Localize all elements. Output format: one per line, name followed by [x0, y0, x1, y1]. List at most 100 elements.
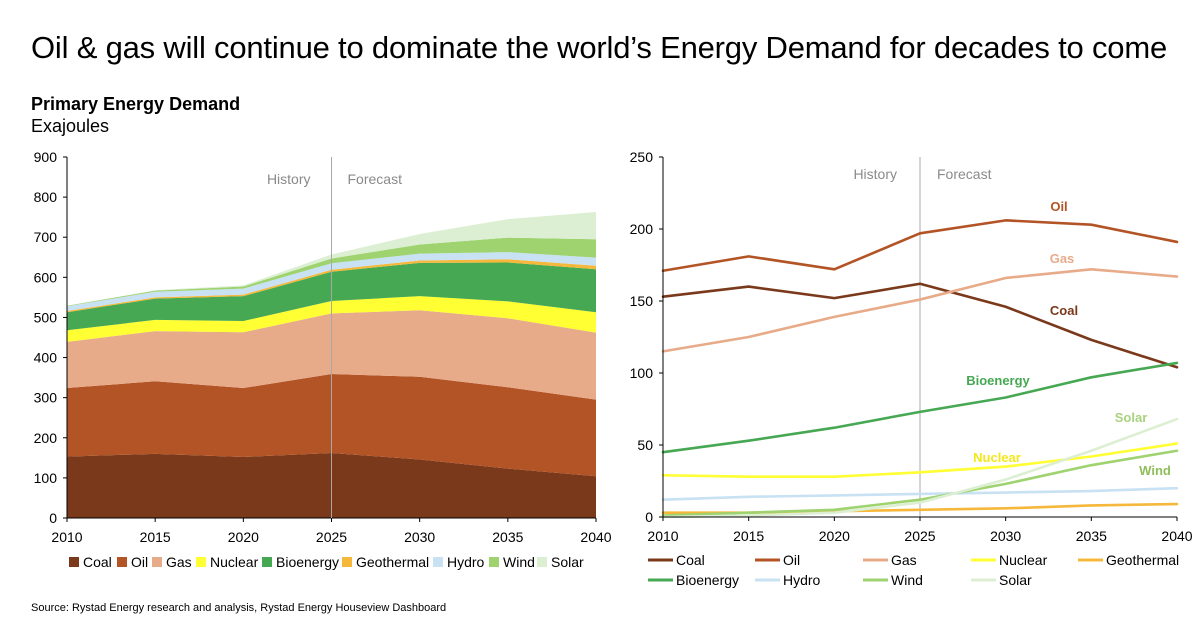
y-tick-label: 900: [34, 149, 58, 165]
chart-unit: Exajoules: [31, 116, 110, 136]
legend-item-nuclear: Nuclear: [196, 554, 259, 570]
line-coal: [661, 282, 1179, 369]
legend-label: Wind: [503, 554, 535, 570]
legend-label: Wind: [891, 572, 923, 588]
legend-swatch: [433, 557, 443, 567]
direct-label-bioenergy: Bioenergy: [966, 373, 1030, 388]
line-wind: [661, 449, 1179, 517]
legend-label: Hydro: [447, 554, 485, 570]
legend-item-gas: Gas: [863, 552, 917, 568]
direct-label-gas: Gas: [1050, 251, 1075, 266]
x-tick-label: 2040: [1161, 528, 1192, 544]
line-solar: [661, 417, 1179, 519]
legend-swatch: [117, 557, 127, 567]
legend-label: Hydro: [783, 572, 821, 588]
y-tick-label: 200: [34, 430, 58, 446]
legend-item-geothermal: Geothermal: [342, 554, 429, 570]
x-tick-label: 2010: [647, 528, 678, 544]
legend-label: Coal: [676, 552, 705, 568]
legend-item-hydro: Hydro: [755, 572, 821, 588]
x-tick-label: 2030: [404, 529, 435, 545]
legend-label: Coal: [83, 554, 112, 570]
line-nuclear: [661, 442, 1179, 478]
legend-item-wind: Wind: [863, 572, 923, 588]
legend-swatch: [69, 557, 79, 567]
direct-label-oil: Oil: [1050, 199, 1067, 214]
x-tick-label: 2010: [51, 529, 82, 545]
legend-item-bioenergy: Bioenergy: [648, 572, 739, 588]
legend-item-oil: Oil: [755, 552, 800, 568]
y-tick-label: 250: [630, 149, 654, 165]
legend-item-solar: Solar: [537, 554, 584, 570]
legend-item-geothermal: Geothermal: [1078, 552, 1179, 568]
legend-label: Geothermal: [356, 554, 429, 570]
area-solar: [67, 211, 596, 306]
legend-label: Oil: [783, 552, 800, 568]
line-hydro: [661, 486, 1179, 502]
legend-label: Bioenergy: [676, 572, 739, 588]
area-nuclear: [67, 296, 596, 342]
legend-item-nuclear: Nuclear: [971, 552, 1048, 568]
legend-item-hydro: Hydro: [433, 554, 485, 570]
legend-swatch: [262, 557, 272, 567]
x-tick-label: 2035: [1076, 528, 1107, 544]
x-tick-label: 2020: [819, 528, 850, 544]
legend-swatch: [489, 557, 499, 567]
y-tick-label: 700: [34, 229, 58, 245]
legend-label: Gas: [166, 554, 192, 570]
legend-item-wind: Wind: [489, 554, 535, 570]
legend-label: Solar: [551, 554, 584, 570]
x-tick-label: 2025: [316, 529, 347, 545]
line-bioenergy: [661, 361, 1179, 454]
x-tick-label: 2030: [990, 528, 1021, 544]
y-tick-label: 50: [637, 437, 653, 453]
legend-item-coal: Coal: [69, 554, 112, 570]
line-oil: [661, 219, 1179, 273]
legend-label: Oil: [131, 554, 148, 570]
x-tick-label: 2040: [580, 529, 611, 545]
legend-label: Solar: [999, 572, 1032, 588]
y-tick-label: 100: [34, 470, 58, 486]
legend-swatch: [196, 557, 206, 567]
area-wind: [67, 237, 596, 307]
legend-label: Nuclear: [210, 554, 259, 570]
headline: Oil & gas will continue to dominate the …: [31, 30, 1167, 65]
y-tick-label: 0: [645, 509, 653, 525]
legend-swatch: [537, 557, 547, 567]
source-note: Source: Rystad Energy research and analy…: [31, 602, 447, 614]
y-tick-label: 600: [34, 269, 58, 285]
y-tick-label: 150: [630, 293, 654, 309]
x-tick-label: 2015: [733, 528, 764, 544]
x-tick-label: 2015: [140, 529, 171, 545]
legend-swatch: [152, 557, 162, 567]
history-label: History: [853, 166, 897, 182]
forecast-label: Forecast: [937, 166, 992, 182]
y-tick-label: 500: [34, 309, 58, 325]
x-tick-label: 2025: [904, 528, 935, 544]
forecast-label: Forecast: [348, 171, 403, 187]
x-tick-label: 2035: [492, 529, 523, 545]
y-tick-label: 100: [630, 365, 654, 381]
legend-label: Bioenergy: [276, 554, 339, 570]
legend-label: Geothermal: [1106, 552, 1179, 568]
line-gas: [661, 268, 1179, 353]
legend-item-coal: Coal: [648, 552, 705, 568]
y-tick-label: 800: [34, 189, 58, 205]
legend-label: Nuclear: [999, 552, 1048, 568]
direct-label-solar: Solar: [1115, 410, 1148, 425]
chart-subtitle: Primary Energy Demand: [31, 94, 241, 114]
direct-label-nuclear: Nuclear: [973, 450, 1021, 465]
legend-label: Gas: [891, 552, 917, 568]
y-tick-label: 0: [49, 510, 57, 526]
legend-item-bioenergy: Bioenergy: [262, 554, 339, 570]
x-tick-label: 2020: [228, 529, 259, 545]
y-tick-label: 300: [34, 390, 58, 406]
y-tick-label: 400: [34, 350, 58, 366]
y-tick-label: 200: [630, 221, 654, 237]
legend-item-gas: Gas: [152, 554, 192, 570]
direct-label-coal: Coal: [1050, 303, 1078, 318]
legend-swatch: [342, 557, 352, 567]
direct-label-wind: Wind: [1139, 463, 1171, 478]
